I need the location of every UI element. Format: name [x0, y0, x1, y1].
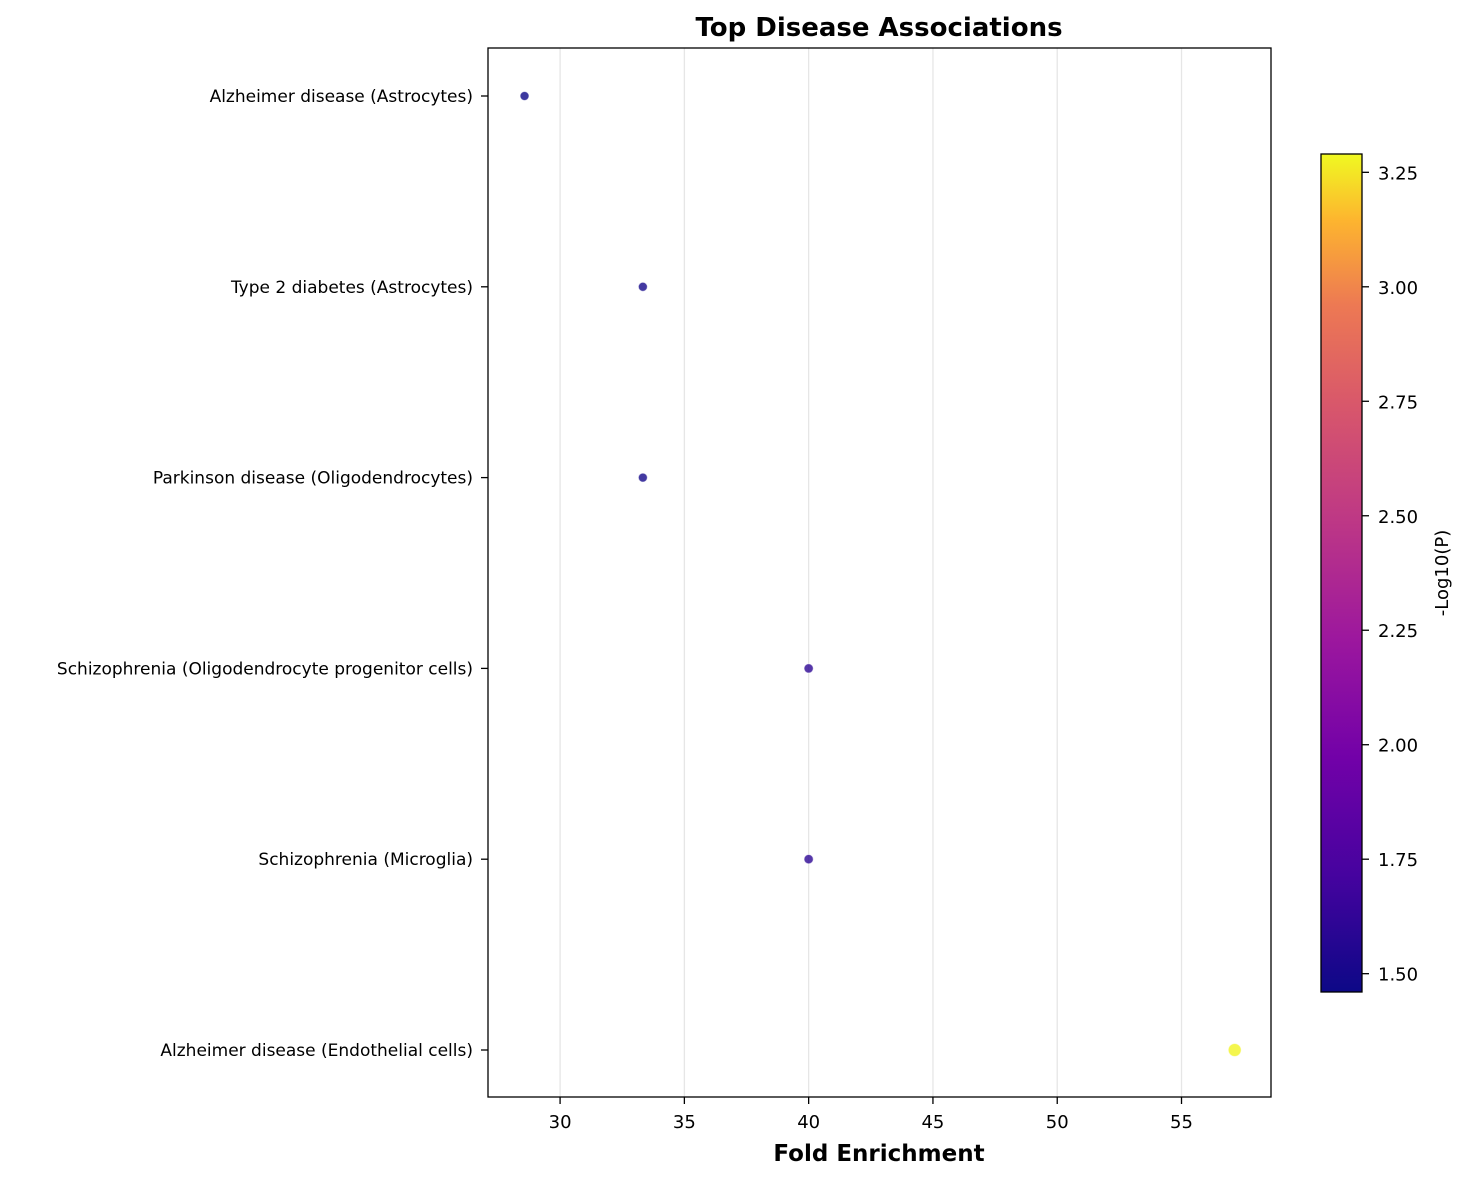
grid-lines [559, 48, 1183, 1097]
colorbar: 1.50 1.75 2.00 2.25 2.50 2.75 3.00 3.25 -Log10(… [1320, 153, 1453, 993]
x-tick-label: 45 [921, 1112, 944, 1133]
colorbar-tick-label: 3.00 [1378, 278, 1418, 299]
y-tick-label: Parkinson disease (Oligodendrocytes) [153, 469, 473, 489]
y-tick-label: Alzheimer disease (Endothelial cells) [160, 1041, 473, 1061]
colorbar-tick-label: 1.75 [1378, 850, 1418, 871]
x-tick-label: 35 [673, 1112, 696, 1133]
data-points [519, 91, 1242, 1057]
colorbar-label: -Log10(P) [1432, 530, 1453, 616]
chart-title: Top Disease Associations [695, 13, 1062, 43]
y-tick-label: Alzheimer disease (Astrocytes) [210, 87, 473, 107]
plot-frame [487, 47, 1272, 1098]
colorbar-ticks: 1.50 1.75 2.00 2.25 2.50 2.75 3.00 3.25 [1362, 163, 1418, 986]
data-point [1227, 1043, 1242, 1057]
x-tick-label: 55 [1170, 1112, 1193, 1133]
x-tick-label: 40 [797, 1112, 820, 1133]
colorbar-tick-label: 2.75 [1378, 392, 1418, 413]
data-point [803, 663, 814, 674]
x-tick-label: 30 [549, 1112, 572, 1133]
x-axis: 30 35 40 45 50 55 [549, 1097, 1193, 1133]
x-tick-label: 50 [1046, 1112, 1069, 1133]
plot-area [488, 48, 1271, 1097]
data-point [519, 91, 530, 101]
data-point [803, 854, 814, 865]
y-tick-label: Type 2 diabetes (Astrocytes) [230, 278, 473, 298]
colorbar-tick-label: 1.50 [1378, 965, 1418, 986]
data-point [637, 472, 648, 483]
y-tick-label: Schizophrenia (Oligodendrocyte progenito… [57, 659, 473, 679]
colorbar-gradient [1320, 153, 1363, 993]
y-axis: Alzheimer disease (Astrocytes) Type 2 dia… [57, 87, 488, 1061]
colorbar-tick-label: 2.50 [1378, 507, 1418, 528]
colorbar-tick-label: 3.25 [1378, 163, 1418, 184]
colorbar-tick-label: 2.00 [1378, 736, 1418, 757]
x-axis-label: Fold Enrichment [773, 1141, 984, 1167]
colorbar-tick-label: 2.25 [1378, 621, 1418, 642]
y-tick-label: Schizophrenia (Microglia) [258, 850, 473, 870]
data-point [637, 281, 648, 292]
